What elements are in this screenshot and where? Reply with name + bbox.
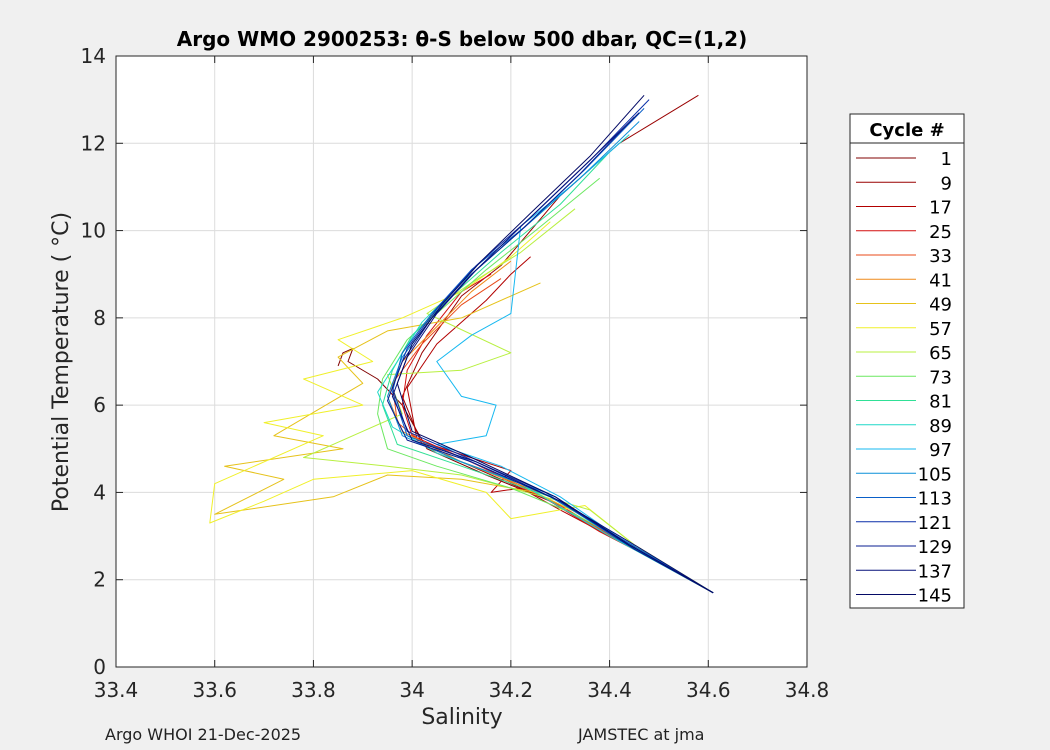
- y-tick-label: 10: [81, 219, 106, 243]
- y-tick-label: 0: [93, 655, 106, 679]
- y-tick-label: 2: [93, 568, 106, 592]
- chart-title: Argo WMO 2900253: θ-S below 500 dbar, QC…: [177, 27, 747, 51]
- legend-entries: 1 9 17 25 33 41 49 57 65 73 81 89 97 105 113 121 129 137 1…: [856, 149, 952, 607]
- legend-label-49: 49: [929, 295, 952, 316]
- series-line-cycle-129: [387, 116, 714, 594]
- x-tick-label: 33.6: [192, 678, 237, 702]
- legend-label-65: 65: [929, 343, 952, 364]
- legend-label-33: 33: [929, 246, 952, 267]
- x-axis-label: Salinity: [421, 705, 502, 730]
- legend-label-73: 73: [929, 367, 952, 388]
- legend-label-81: 81: [929, 392, 952, 413]
- series-line-cycle-17: [406, 256, 714, 594]
- x-tick-label: 34.4: [587, 678, 632, 702]
- legend-label-113: 113: [918, 489, 952, 510]
- x-tick-labels: 33.4 33.6 33.8 34 34.2 34.4 34.6 34.8: [94, 678, 830, 702]
- x-tick-label: 34.2: [489, 678, 534, 702]
- axes-box: [115, 55, 808, 668]
- legend-label-9: 9: [941, 173, 952, 194]
- series-line-cycle-33: [391, 278, 714, 594]
- legend-label-121: 121: [918, 513, 952, 534]
- legend-label-17: 17: [929, 198, 952, 219]
- legend-title: Cycle #: [869, 120, 944, 141]
- x-tick-label: 34.6: [686, 678, 731, 702]
- series-line-cycle-145: [396, 94, 714, 594]
- legend-label-57: 57: [929, 319, 952, 340]
- series-line-cycle-49: [214, 282, 714, 594]
- footer-right-text: JAMSTEC at jma: [578, 725, 705, 744]
- axes-background: [116, 56, 807, 667]
- series-layer: [209, 94, 714, 594]
- footer-left-text: Argo WHOI 21-Dec-2025: [105, 725, 302, 744]
- series-line-cycle-57: [209, 221, 714, 594]
- legend-label-41: 41: [929, 270, 952, 291]
- x-tick-label: 34.8: [785, 678, 830, 702]
- legend-label-97: 97: [929, 440, 952, 461]
- legend-label-1: 1: [941, 149, 952, 170]
- legend-label-129: 129: [918, 537, 952, 558]
- x-tick-label: 33.4: [94, 678, 139, 702]
- y-axis-label: Potential Temperature ( °C): [49, 212, 74, 512]
- legend-label-89: 89: [929, 416, 952, 437]
- x-tick-label: 33.8: [291, 678, 336, 702]
- legend-label-105: 105: [918, 464, 952, 485]
- legend-box: [849, 113, 965, 609]
- legend-label-145: 145: [918, 586, 952, 607]
- y-tick-label: 14: [81, 44, 106, 68]
- legend-label-137: 137: [918, 561, 952, 582]
- legend-label-25: 25: [929, 222, 952, 243]
- series-line-cycle-97: [436, 142, 714, 594]
- ticks: [115, 55, 808, 668]
- legend: Cycle # 1 9 17 25 33 41 49 57 65 73 81 89 97 105 113 12…: [849, 113, 965, 609]
- y-tick-labels: 0 2 4 6 8 10 12 14: [81, 44, 106, 679]
- y-tick-label: 4: [93, 480, 106, 504]
- y-tick-label: 8: [93, 306, 106, 330]
- y-tick-label: 12: [81, 131, 106, 155]
- y-tick-label: 6: [93, 393, 106, 417]
- x-tick-label: 34: [399, 678, 424, 702]
- series-line-cycle-73: [377, 177, 714, 594]
